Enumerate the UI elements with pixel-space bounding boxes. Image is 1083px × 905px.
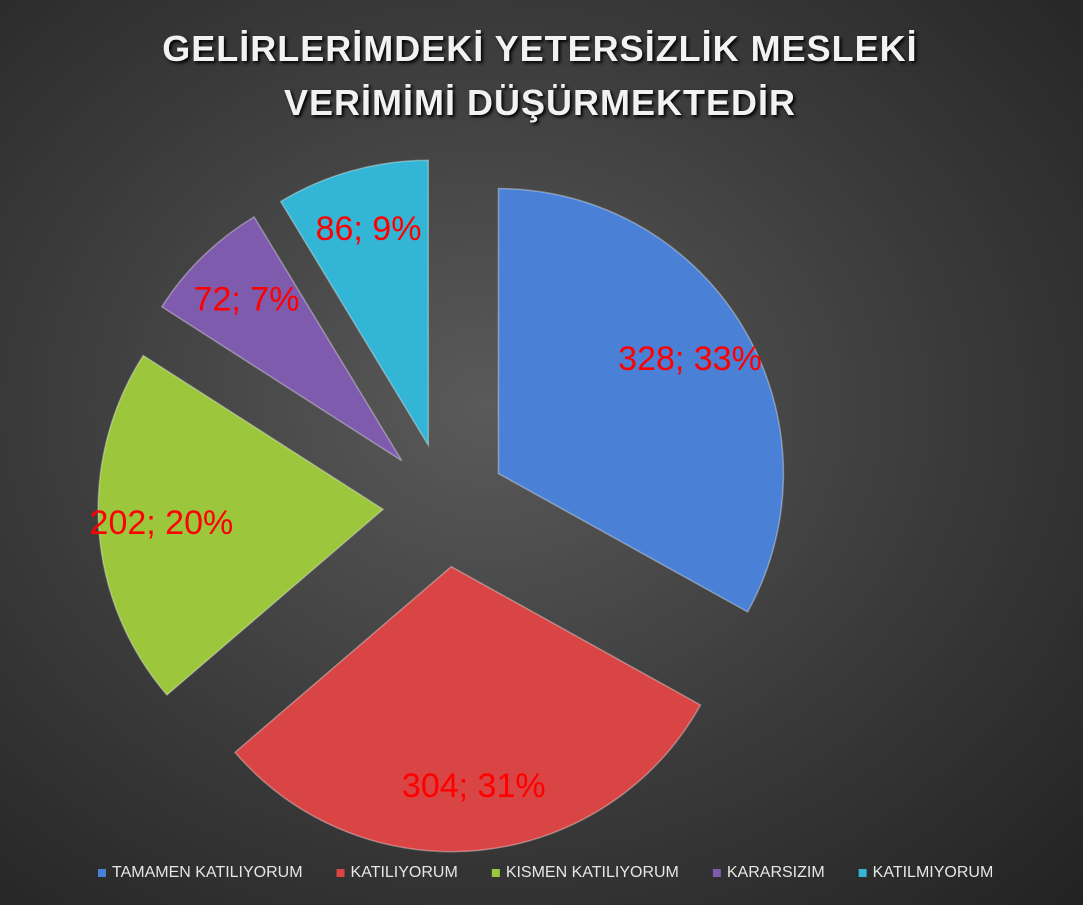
legend-label: KATILIYORUM (351, 864, 458, 881)
legend-swatch (712, 869, 721, 877)
pie-slice (497, 187, 785, 613)
legend-swatch (491, 869, 500, 877)
legend-label: KARARSIZIM (727, 864, 825, 881)
pie-slice (160, 215, 403, 462)
data-label: 86; 9% (316, 210, 422, 248)
legend-swatch (336, 869, 345, 877)
pie-slice (279, 159, 430, 448)
data-label: 328; 33% (618, 340, 762, 378)
chart-title: GELİRLERİMDEKİ YETERSİZLİK MESLEKİ VERİM… (162, 28, 918, 123)
pie-slice (97, 354, 385, 697)
pie-slice (233, 565, 702, 853)
legend-label: KISMEN KATILIYORUM (506, 864, 679, 881)
data-label: 304; 31% (402, 767, 546, 805)
data-label: 202; 20% (90, 504, 234, 542)
data-label: 72; 7% (194, 280, 300, 318)
legend-label: TAMAMEN KATILIYORUM (112, 864, 303, 881)
legend-label: KATILMIYORUM (873, 864, 994, 881)
legend-swatch (858, 869, 867, 877)
legend-swatch (98, 869, 106, 877)
